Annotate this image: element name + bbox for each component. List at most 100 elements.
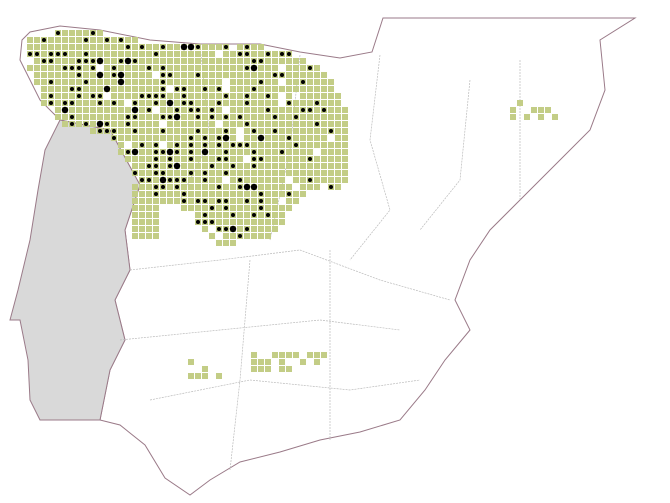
presence-square [237, 226, 243, 232]
presence-square [118, 100, 124, 106]
presence-square [146, 226, 152, 232]
presence-square [146, 86, 152, 92]
record-dot [154, 157, 158, 161]
presence-square [230, 149, 236, 155]
presence-square [118, 135, 124, 141]
presence-square [321, 163, 327, 169]
presence-square [125, 79, 131, 85]
presence-square [202, 366, 208, 372]
presence-square [132, 226, 138, 232]
presence-square [237, 163, 243, 169]
presence-square [90, 44, 96, 50]
presence-square [139, 219, 145, 225]
presence-square [118, 107, 124, 113]
presence-square [188, 121, 194, 127]
presence-square [76, 114, 82, 120]
presence-square [216, 44, 222, 50]
presence-square [216, 72, 222, 78]
record-dot [133, 59, 137, 63]
record-dot [161, 150, 165, 154]
presence-square [146, 121, 152, 127]
presence-square [223, 72, 229, 78]
presence-square [97, 44, 103, 50]
presence-square [174, 170, 180, 176]
presence-square [279, 86, 285, 92]
presence-square [167, 58, 173, 64]
presence-square [69, 107, 75, 113]
record-dot [266, 213, 270, 217]
presence-square [314, 170, 320, 176]
presence-square [293, 128, 299, 134]
presence-square [167, 44, 173, 50]
presence-square [132, 44, 138, 50]
presence-square [167, 135, 173, 141]
presence-square [76, 107, 82, 113]
presence-square [342, 156, 348, 162]
record-dot [229, 225, 237, 233]
presence-square [139, 226, 145, 232]
record-dot [203, 87, 207, 91]
presence-square [251, 135, 257, 141]
presence-square [69, 58, 75, 64]
presence-square [328, 114, 334, 120]
presence-square [328, 156, 334, 162]
presence-square [174, 128, 180, 134]
presence-square [153, 135, 159, 141]
presence-square [230, 170, 236, 176]
presence-square [181, 163, 187, 169]
presence-square [181, 156, 187, 162]
presence-square [195, 184, 201, 190]
presence-square [146, 219, 152, 225]
presence-square [139, 156, 145, 162]
presence-square [300, 170, 306, 176]
presence-square [230, 86, 236, 92]
presence-square [209, 177, 215, 183]
record-dot [61, 106, 69, 114]
presence-square [335, 93, 341, 99]
presence-square [132, 156, 138, 162]
record-dot [196, 129, 200, 133]
record-dot [203, 178, 207, 182]
record-dot [252, 87, 256, 91]
record-dot [77, 59, 81, 63]
presence-square [279, 170, 285, 176]
presence-square [517, 100, 523, 106]
presence-square [314, 93, 320, 99]
presence-square [132, 51, 138, 57]
presence-square [97, 51, 103, 57]
presence-square [216, 373, 222, 379]
presence-square [335, 100, 341, 106]
presence-square [139, 184, 145, 190]
presence-square [272, 177, 278, 183]
presence-square [139, 86, 145, 92]
presence-square [62, 93, 68, 99]
presence-square [286, 142, 292, 148]
presence-square [209, 212, 215, 218]
record-dot [70, 101, 74, 105]
presence-square [307, 128, 313, 134]
presence-square [300, 184, 306, 190]
record-dot [84, 59, 88, 63]
presence-square [251, 114, 257, 120]
presence-square [90, 79, 96, 85]
record-dot [70, 122, 74, 126]
presence-square [181, 128, 187, 134]
presence-square [76, 37, 82, 43]
presence-square [181, 170, 187, 176]
presence-square [209, 156, 215, 162]
presence-square [307, 93, 313, 99]
presence-square [216, 114, 222, 120]
presence-square [146, 44, 152, 50]
presence-square [258, 226, 264, 232]
presence-square [97, 86, 103, 92]
presence-square [202, 44, 208, 50]
presence-square [160, 58, 166, 64]
record-dot [84, 122, 88, 126]
presence-square [265, 184, 271, 190]
presence-square [251, 107, 257, 113]
presence-square [223, 51, 229, 57]
presence-square [265, 114, 271, 120]
record-dot [224, 199, 228, 203]
presence-square [209, 79, 215, 85]
presence-square [328, 142, 334, 148]
